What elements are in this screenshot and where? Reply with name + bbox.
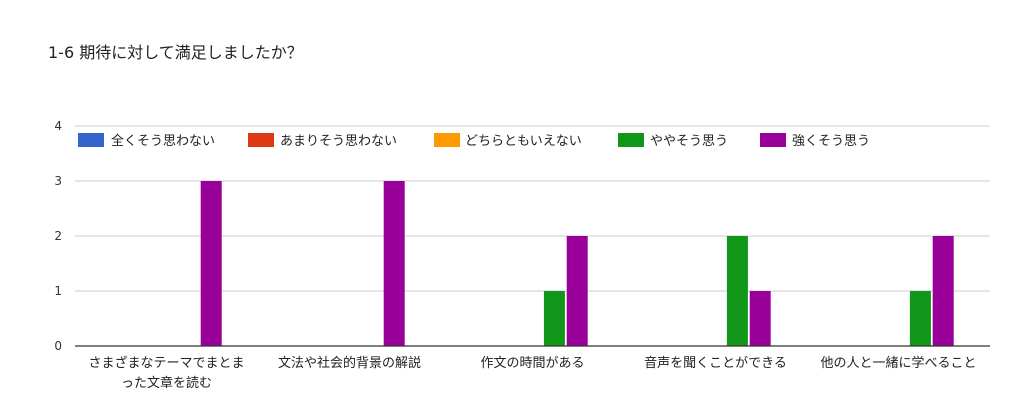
- legend-swatch: [618, 133, 644, 147]
- legend-label[interactable]: どちらともいえない: [465, 134, 582, 149]
- bar[interactable]: [200, 181, 222, 346]
- y-tick-label: 0: [54, 339, 62, 353]
- bar[interactable]: [909, 291, 931, 346]
- bar[interactable]: [543, 291, 565, 346]
- legend-label[interactable]: ややそう思う: [650, 134, 728, 149]
- y-tick-label: 1: [54, 284, 62, 298]
- legend-swatch: [434, 133, 460, 147]
- y-tick-label: 3: [54, 174, 62, 188]
- grid-lines: [75, 125, 990, 292]
- x-category-label: 作文の時間がある: [480, 356, 584, 371]
- bar[interactable]: [383, 181, 405, 346]
- bars: [200, 181, 954, 346]
- chart-title: 1-6 期待に対して満足しましたか？: [48, 43, 303, 62]
- x-category-label: 文法や社会的背景の解説: [278, 355, 421, 371]
- legend-swatch: [78, 133, 104, 147]
- bar[interactable]: [749, 291, 771, 346]
- legend-swatch: [248, 133, 274, 147]
- x-category-label: さまざまなテーマでまとま: [88, 355, 244, 371]
- y-tick-label: 4: [54, 119, 62, 133]
- bar[interactable]: [932, 236, 954, 346]
- x-category-label: 音声を聞くことができる: [644, 355, 787, 371]
- legend-label[interactable]: あまりそう思わない: [280, 134, 397, 149]
- legend-label[interactable]: 強くそう思う: [792, 134, 870, 149]
- x-category-label: った文章を読む: [121, 375, 212, 391]
- y-tick-label: 2: [54, 229, 62, 243]
- legend: 全くそう思わない あまりそう思わない どちらともいえない ややそう思う 強くそう思う: [78, 133, 870, 149]
- legend-label[interactable]: 全くそう思わない: [111, 133, 215, 149]
- bar[interactable]: [726, 236, 748, 346]
- legend-swatch: [760, 133, 786, 147]
- x-category-label: 他の人と一緒に学べること: [820, 355, 976, 371]
- bar[interactable]: [566, 236, 588, 346]
